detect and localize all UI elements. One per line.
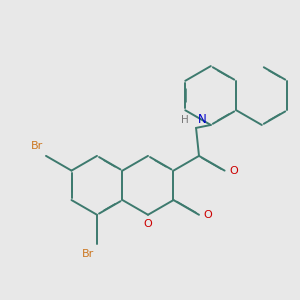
Text: O: O bbox=[203, 210, 212, 220]
Text: O: O bbox=[229, 166, 238, 176]
Text: Br: Br bbox=[82, 249, 94, 259]
Text: O: O bbox=[144, 219, 152, 229]
Text: Br: Br bbox=[31, 142, 43, 152]
Text: N: N bbox=[197, 113, 206, 126]
Text: H: H bbox=[181, 115, 189, 125]
